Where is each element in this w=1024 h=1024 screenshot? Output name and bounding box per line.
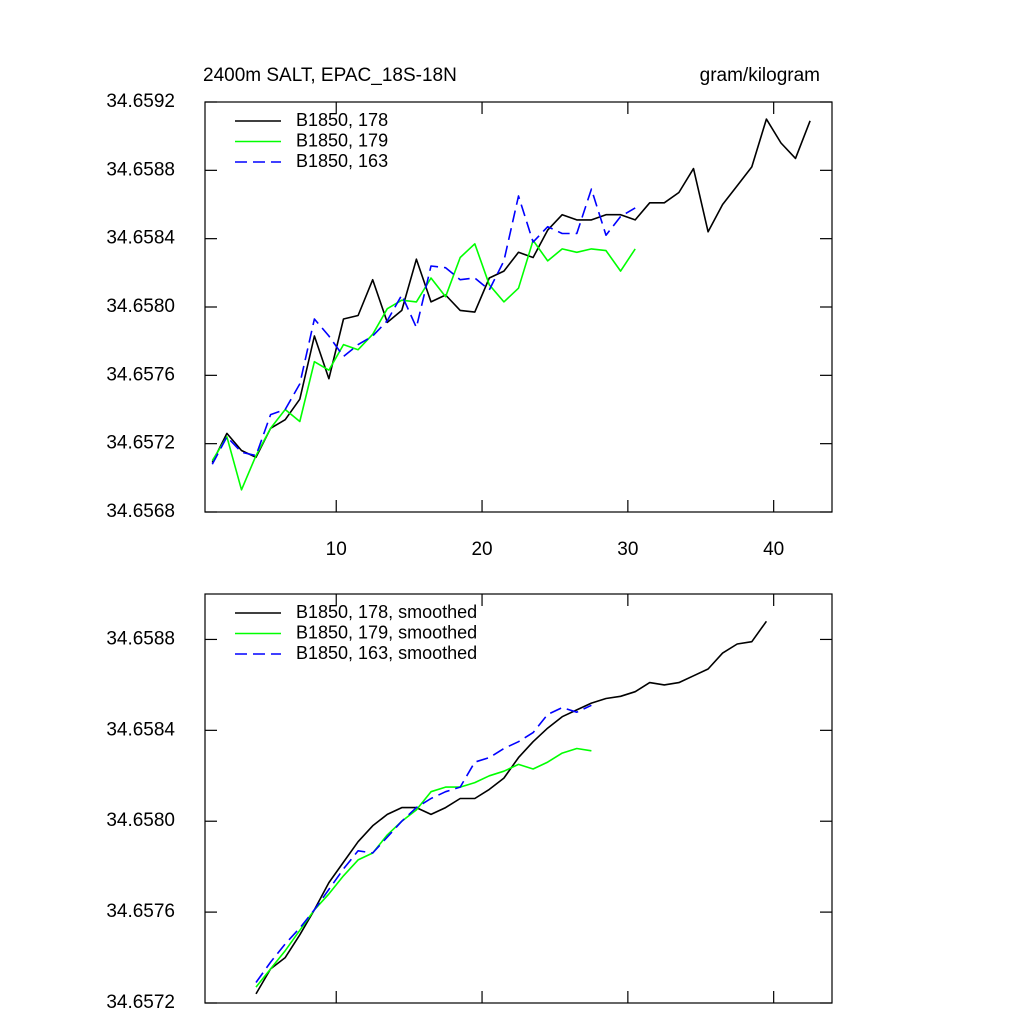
series-line [211,239,636,491]
y-tick-label: 34.6572 [106,433,175,454]
series-line [211,118,811,463]
y-tick-label: 34.6592 [106,91,175,112]
x-tick-label: 40 [763,539,784,560]
legend-label: B1850, 178, smoothed [296,602,477,622]
y-tick-label: 34.6580 [106,810,175,831]
legend-label: B1850, 163 [296,151,388,171]
y-tick-label: 34.6568 [106,501,175,522]
y-tick-label: 34.6580 [106,296,175,317]
y-tick-label: 34.6576 [106,901,175,922]
y-tick-label: 34.6588 [106,628,175,649]
x-tick-label: 20 [471,539,492,560]
plot-frame [204,593,833,1004]
series-line [255,620,768,995]
series-line [255,704,592,983]
legend-label: B1850, 178 [296,110,388,130]
units-label: gram/kilogram [700,65,820,86]
y-tick-label: 34.6584 [106,228,175,249]
y-tick-label: 34.6572 [106,992,175,1013]
y-tick-label: 34.6584 [106,719,175,740]
x-tick-label: 10 [326,539,347,560]
legend-label: B1850, 179 [296,130,388,150]
x-tick-label: 30 [617,539,638,560]
y-tick-label: 34.6588 [106,159,175,180]
series-line [211,188,636,465]
y-tick-label: 34.6576 [106,364,175,385]
series-line [255,747,592,988]
legend-label: B1850, 179, smoothed [296,622,477,642]
legend-label: B1850, 163, smoothed [296,643,477,663]
chart-title: 2400m SALT, EPAC_18S-18N [203,65,457,86]
